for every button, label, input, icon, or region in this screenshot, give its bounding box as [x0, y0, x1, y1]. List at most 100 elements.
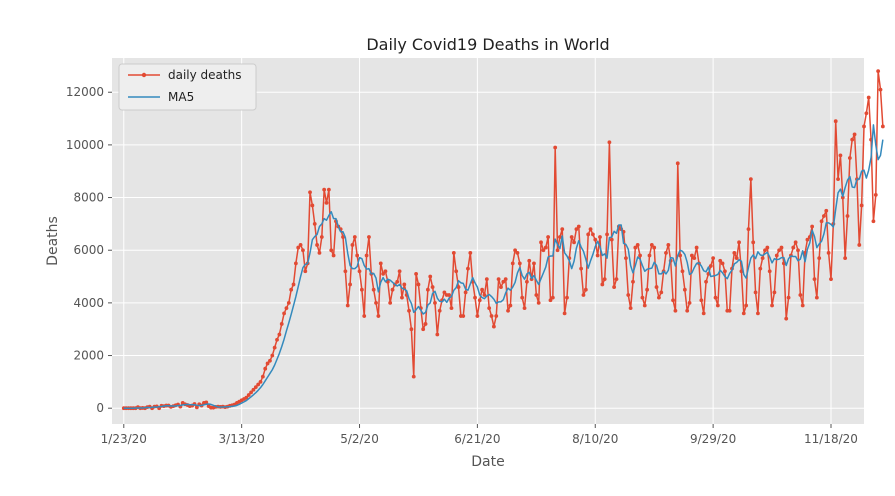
data-point [548, 298, 553, 303]
data-point [411, 374, 416, 379]
data-point [715, 303, 720, 308]
data-point [723, 269, 727, 274]
data-point [657, 295, 661, 300]
data-point [791, 245, 796, 250]
data-point [866, 95, 871, 100]
data-point [407, 308, 411, 313]
data-point [194, 405, 199, 410]
data-point [466, 266, 470, 271]
data-point [642, 303, 647, 308]
data-point [635, 243, 640, 247]
data-point [569, 235, 574, 239]
data-point [859, 203, 864, 208]
data-point [640, 295, 645, 300]
data-point [416, 282, 421, 287]
data-point [268, 358, 272, 363]
data-point [786, 295, 791, 300]
data-point [496, 277, 501, 282]
y-tick-label: 2000 [73, 349, 104, 363]
data-point [760, 256, 765, 261]
data-point [675, 161, 680, 166]
x-tick-label: 8/10/20 [572, 432, 618, 446]
data-point [480, 287, 485, 292]
data-point [303, 269, 308, 274]
data-point [562, 311, 567, 316]
data-point [576, 224, 581, 229]
y-tick-label: 8000 [73, 191, 104, 205]
data-point [536, 300, 541, 305]
data-point [425, 287, 430, 292]
data-point [609, 237, 614, 242]
data-point [822, 214, 826, 218]
data-point [793, 240, 798, 245]
legend-daily-deaths-label: daily deaths [168, 68, 241, 82]
data-point [258, 379, 263, 384]
data-point [350, 243, 355, 247]
data-point [249, 390, 253, 395]
data-point [454, 269, 459, 274]
data-point [628, 306, 633, 311]
x-axis-label: Date [471, 454, 504, 470]
data-point [522, 306, 527, 311]
data-point [449, 306, 454, 311]
x-tick-label: 1/23/20 [101, 432, 147, 446]
data-point [774, 253, 779, 258]
data-point [598, 235, 602, 239]
data-point [638, 253, 642, 258]
data-point [852, 132, 857, 137]
data-point [744, 303, 749, 308]
plot-background [112, 58, 864, 424]
data-point [293, 261, 298, 266]
data-point [482, 293, 487, 297]
data-point [409, 327, 414, 332]
data-point [435, 332, 440, 337]
gridlines [112, 58, 864, 424]
data-point [550, 295, 555, 300]
data-point [364, 253, 369, 258]
data-point [272, 345, 277, 350]
data-point [805, 237, 810, 242]
legend-daily-deaths-marker [141, 72, 147, 78]
data-point [468, 250, 473, 255]
data-point [765, 245, 770, 250]
data-point [876, 69, 881, 74]
data-point [692, 256, 697, 261]
data-point [770, 303, 774, 308]
data-point [423, 322, 428, 326]
data-point [296, 245, 301, 250]
data-point [605, 232, 609, 237]
data-point [513, 248, 518, 253]
data-point [397, 269, 402, 274]
data-point [664, 250, 668, 255]
data-point [475, 314, 480, 318]
data-point [602, 277, 607, 282]
data-point [244, 395, 249, 400]
data-point [588, 227, 593, 232]
data-point [275, 337, 279, 342]
data-point [442, 290, 447, 295]
data-point [810, 224, 815, 229]
data-point [260, 374, 265, 379]
data-point [647, 253, 652, 258]
data-point [753, 290, 758, 295]
y-axis-label: Deaths [45, 216, 61, 266]
data-point [850, 137, 855, 142]
data-point [767, 269, 772, 274]
y-tick-label: 10000 [66, 138, 104, 152]
data-point [614, 277, 619, 282]
data-point [666, 243, 671, 247]
data-point [284, 306, 289, 311]
data-point [741, 311, 746, 316]
data-point [447, 293, 451, 297]
data-point [763, 248, 767, 253]
data-point [649, 243, 654, 247]
data-point [779, 245, 784, 250]
data-point [748, 177, 753, 182]
data-point [574, 227, 579, 232]
data-point [489, 314, 494, 318]
data-point [699, 298, 704, 303]
data-point [414, 272, 418, 276]
data-point [631, 279, 635, 284]
data-point [345, 303, 350, 308]
data-point [451, 250, 456, 255]
